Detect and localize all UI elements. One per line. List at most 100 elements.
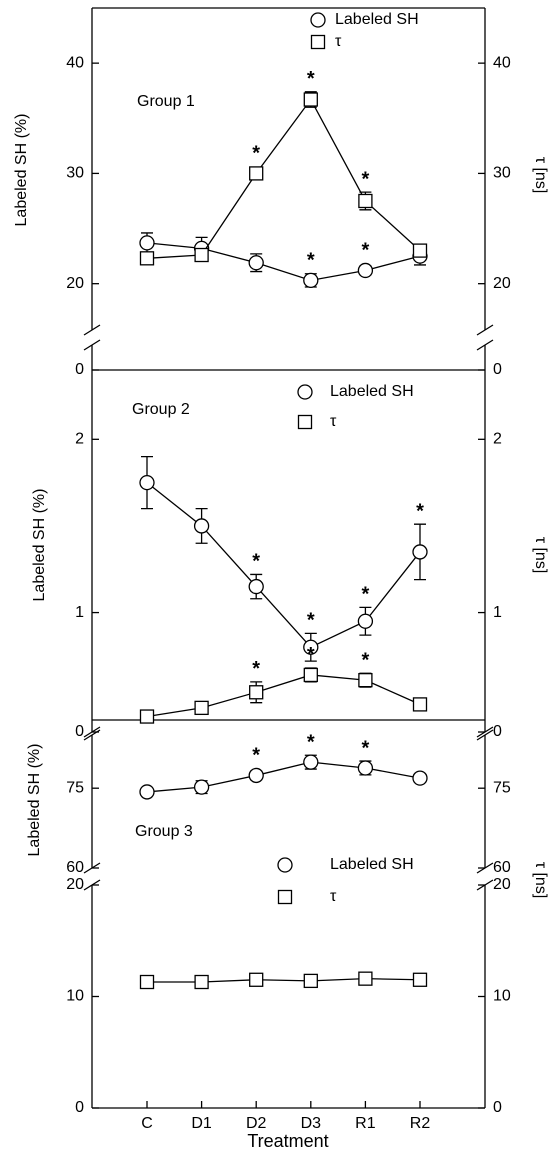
y2-tick-label: 60 <box>493 859 511 876</box>
y2-tick-label: 40 <box>493 54 511 71</box>
y2-axis-label: τ [ns] <box>532 537 549 574</box>
point <box>249 685 264 700</box>
axis-break <box>476 324 494 336</box>
legend-label: Labeled SH <box>335 11 419 28</box>
series-line <box>146 674 421 718</box>
point <box>194 974 209 990</box>
point <box>358 672 373 688</box>
y2-tick-label: 20 <box>493 275 511 292</box>
axis-break <box>476 862 494 874</box>
point <box>139 474 155 491</box>
y-tick-label: 1 <box>75 604 84 621</box>
y2-tick-label: 20 <box>493 876 511 893</box>
point <box>358 193 373 209</box>
significance-mark: * <box>362 584 370 606</box>
point <box>139 784 155 800</box>
significance-mark: * <box>252 658 260 680</box>
point <box>303 92 318 107</box>
point <box>249 972 264 987</box>
significance-mark: * <box>307 731 315 753</box>
y-axis-label: Labeled SH (%) <box>26 744 43 857</box>
axis-break <box>83 339 101 351</box>
y-tick-label: 0 <box>75 1099 84 1116</box>
axis-break <box>83 862 101 874</box>
legend-marker <box>277 889 293 905</box>
point <box>303 754 319 770</box>
legend-label: τ <box>330 413 337 430</box>
y2-tick-label: 10 <box>493 988 511 1005</box>
significance-mark: * <box>252 551 260 573</box>
legend-marker <box>310 12 326 28</box>
y-axis-label: Labeled SH (%) <box>13 114 30 227</box>
y-tick-label: 20 <box>66 876 84 893</box>
x-tick-label: R2 <box>410 1115 431 1132</box>
legend-marker <box>310 34 326 50</box>
y-tick-label: 0 <box>75 723 84 740</box>
point <box>357 760 374 776</box>
significance-mark: * <box>307 610 315 632</box>
point <box>193 518 210 534</box>
y2-tick-label: 30 <box>493 165 511 182</box>
point <box>412 697 428 712</box>
point <box>139 709 155 724</box>
legend-label: Labeled SH <box>330 383 414 400</box>
group-label: Group 1 <box>137 93 195 110</box>
axis-break <box>83 726 101 738</box>
series-line <box>146 761 421 793</box>
y-tick-label: 60 <box>66 859 84 876</box>
significance-mark: * <box>252 143 260 165</box>
y2-axis-label: τ [ns] <box>532 157 549 194</box>
series-line <box>146 242 421 282</box>
legend-label: τ <box>330 888 337 905</box>
significance-mark: * <box>362 649 370 671</box>
y-tick-label: 2 <box>75 431 84 448</box>
legend-marker <box>297 384 313 400</box>
point <box>139 235 155 251</box>
point <box>194 700 209 716</box>
point <box>194 247 209 263</box>
y2-tick-label: 2 <box>493 431 502 448</box>
point <box>412 243 428 258</box>
series-line <box>147 978 421 983</box>
y-tick-label: 10 <box>66 988 84 1005</box>
legend-marker <box>277 857 293 873</box>
y-axis-label: Labeled SH (%) <box>31 489 48 602</box>
point <box>248 767 264 784</box>
y2-tick-label: 0 <box>493 361 502 378</box>
y2-tick-label: 1 <box>493 604 502 621</box>
point <box>249 166 264 181</box>
point <box>139 974 155 990</box>
y2-tick-label: 0 <box>493 723 502 740</box>
significance-mark: * <box>362 240 370 262</box>
y2-axis-label: τ [ns] <box>532 862 549 899</box>
legend-label: Labeled SH <box>330 856 414 873</box>
series-line <box>146 482 421 649</box>
significance-mark: * <box>362 737 370 759</box>
point <box>303 272 319 289</box>
x-tick-label: D3 <box>301 1115 322 1132</box>
x-tick-label: R1 <box>355 1115 376 1132</box>
significance-mark: * <box>307 644 315 666</box>
series-line <box>146 98 421 259</box>
point <box>303 639 319 655</box>
significance-mark: * <box>307 250 315 272</box>
x-axis-label: Treatment <box>247 1131 328 1151</box>
group-label: Group 2 <box>132 401 190 418</box>
point <box>139 251 155 266</box>
point <box>412 544 428 560</box>
point <box>357 613 374 629</box>
point <box>412 972 428 987</box>
y-tick-label: 0 <box>75 361 84 378</box>
point <box>303 667 318 683</box>
significance-mark: * <box>307 68 315 90</box>
significance-mark: * <box>252 745 260 767</box>
axis-break <box>83 729 101 741</box>
legend-label: τ <box>335 33 342 50</box>
y-tick-label: 20 <box>66 275 84 292</box>
x-tick-label: D1 <box>191 1115 212 1132</box>
y2-tick-label: 75 <box>493 779 511 796</box>
point <box>303 973 318 989</box>
point <box>412 770 428 786</box>
axis-break <box>476 729 494 741</box>
y-tick-label: 30 <box>66 165 84 182</box>
